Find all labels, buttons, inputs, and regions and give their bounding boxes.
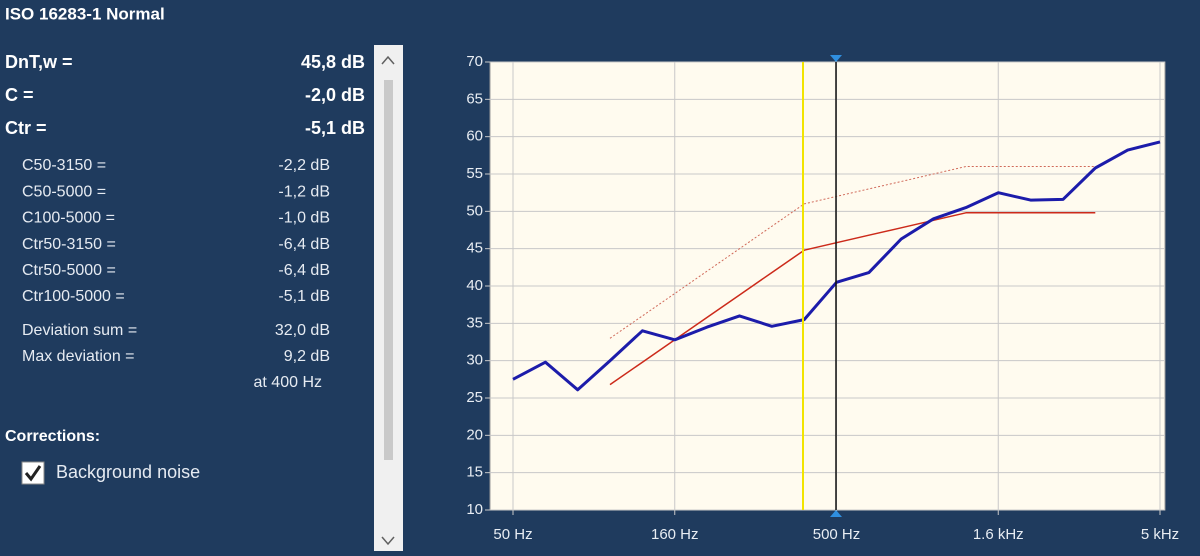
y-tick-label: 35 — [466, 314, 483, 331]
deviation-value: 32,0 dB — [275, 322, 330, 339]
y-tick-label: 70 — [466, 53, 483, 70]
y-tick-label: 40 — [466, 277, 483, 294]
deviation-label: Deviation sum = — [22, 322, 137, 339]
plot: 10 15 20 25 30 35 40 45 50 55 60 65 70 50 Hz 160 Hz 500… — [466, 53, 1179, 543]
y-tick-label: 55 — [466, 165, 483, 182]
detail-label: C50-3150 = — [22, 157, 106, 174]
checkbox-label: Background noise — [56, 462, 200, 482]
x-tick-label: 50 Hz — [493, 526, 532, 543]
cursor-handle[interactable] — [830, 55, 842, 62]
data-line — [609, 166, 1096, 339]
result-value: -5,1 dB — [305, 118, 365, 138]
checkmark — [24, 465, 42, 482]
detail-value: -1,2 dB — [278, 183, 330, 200]
x-tick-label: 500 Hz — [813, 526, 861, 543]
detail-label: C50-5000 = — [22, 183, 106, 200]
checkbox[interactable] — [21, 461, 45, 485]
result-label: C = — [5, 85, 34, 105]
y-tick-label: 25 — [466, 389, 483, 406]
section-title: Corrections: — [5, 428, 100, 445]
scrollbar-thumb[interactable] — [384, 80, 393, 460]
detail-label: Ctr100-5000 = — [22, 288, 125, 305]
scroll-up[interactable] — [381, 55, 395, 65]
detail-value: -6,4 dB — [278, 236, 330, 253]
deviation-note: at 400 Hz — [254, 374, 322, 391]
detail-value: -5,1 dB — [278, 288, 330, 305]
y-tick-label: 10 — [466, 501, 483, 518]
deviation-label: Max deviation = — [22, 348, 135, 365]
detail-label: C100-5000 = — [22, 210, 115, 227]
y-tick-label: 45 — [466, 240, 483, 257]
detail-value: -1,0 dB — [278, 210, 330, 227]
result-label: DnT,w = — [5, 52, 73, 72]
y-tick-label: 30 — [466, 352, 483, 369]
detail-label: Ctr50-3150 = — [22, 236, 116, 253]
results-panel: DnT,w = 45,8 dB C = -2,0 dB Ctr = -5,1 dB C50-… — [5, 52, 365, 482]
y-tick-label: 60 — [466, 128, 483, 145]
y-tick-label: 15 — [466, 464, 483, 481]
result-label: Ctr = — [5, 118, 47, 138]
result-value: -2,0 dB — [305, 85, 365, 105]
data-line — [609, 212, 1096, 386]
x-tick-label: 5 kHz — [1141, 526, 1179, 543]
y-tick-label: 65 — [466, 90, 483, 107]
deviation-value: 9,2 dB — [284, 348, 330, 365]
detail-label: Ctr50-5000 = — [22, 262, 116, 279]
y-tick-label: 50 — [466, 202, 483, 219]
y-tick-label: 20 — [466, 426, 483, 443]
x-tick-label: 1.6 kHz — [973, 526, 1024, 543]
window-title: ISO 16283-1 Normal — [5, 4, 165, 23]
scroll-down[interactable] — [381, 536, 395, 546]
result-value: 45,8 dB — [301, 52, 365, 72]
x-tick-label: 160 Hz — [651, 526, 699, 543]
detail-value: -6,4 dB — [278, 262, 330, 279]
cursor-handle[interactable] — [830, 510, 842, 517]
detail-value: -2,2 dB — [278, 157, 330, 174]
